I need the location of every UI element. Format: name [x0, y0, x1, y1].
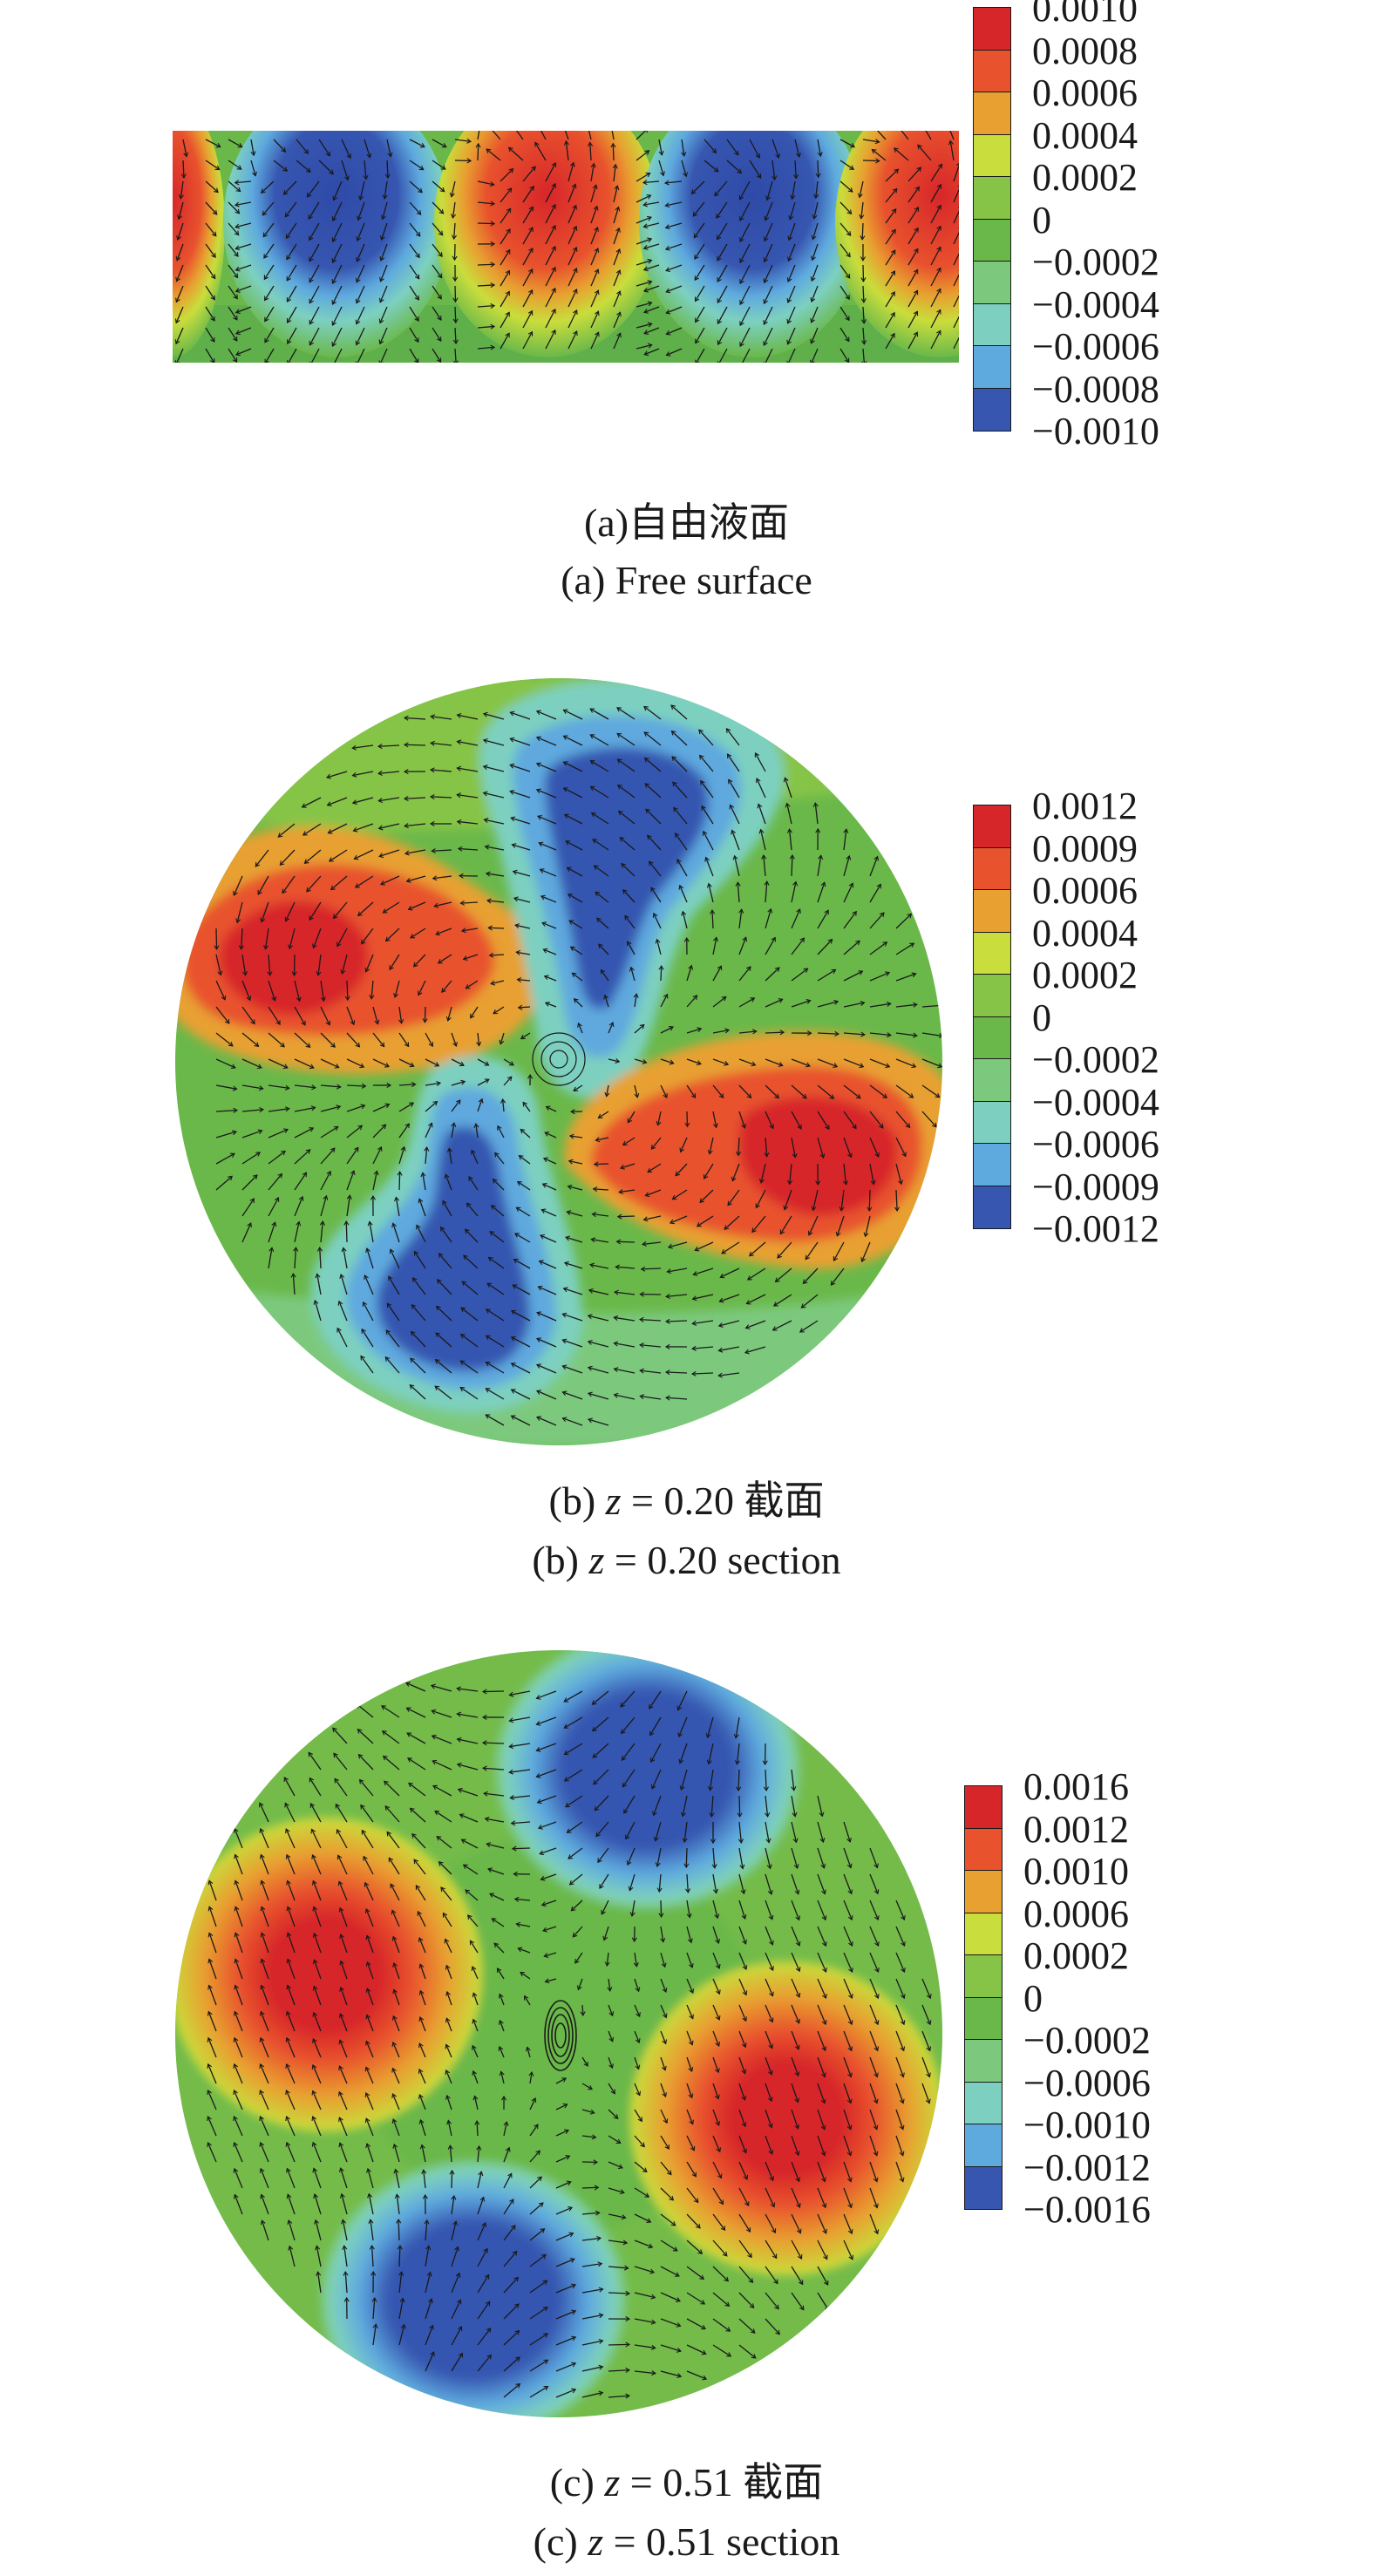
caption-c-en-prefix: (c)	[533, 2519, 588, 2564]
colorbar-swatch	[973, 302, 1011, 347]
colorbar-tick-label: 0.0006	[1032, 869, 1138, 912]
colorbar-tick-label: −0.0012	[1023, 2145, 1151, 2189]
colorbar-tick-label: −0.0004	[1032, 1080, 1159, 1124]
colorbar-swatch	[973, 261, 1011, 304]
colorbar-tick-label: 0.0006	[1023, 1892, 1129, 1935]
colorbar-swatch	[973, 931, 1011, 975]
contour-red-right	[835, 131, 959, 357]
colorbar-tick-label: −0.0004	[1032, 282, 1159, 326]
caption-c-cn-var: z	[604, 2460, 621, 2505]
colorbar-tick-label: −0.0010	[1023, 2104, 1151, 2146]
caption-b-en-suffix: = 0.20 section	[604, 1538, 841, 1582]
colorbar-tick-label: 0.0010	[1032, 0, 1138, 30]
caption-b-cn-prefix: (b)	[548, 1478, 606, 1523]
colorbar-swatch	[973, 176, 1011, 220]
colorbar-swatch	[973, 889, 1011, 933]
caption-a-cn: (a)自由液面	[583, 500, 790, 545]
colorbar-swatch	[973, 846, 1011, 891]
colorbar-tick-label: −0.0002	[1023, 2019, 1151, 2062]
colorbar-tick-label: −0.0016	[1023, 2188, 1151, 2231]
colorbar-swatch	[973, 92, 1011, 135]
colorbar-swatch	[964, 1827, 1003, 1872]
colorbar-tick-label: −0.0009	[1032, 1165, 1159, 1208]
colorbar-swatch	[973, 49, 1011, 93]
colorbar-tick-label: 0.0010	[1023, 1850, 1129, 1893]
velocity-vectors	[174, 131, 959, 363]
caption-a-en: (a) Free surface	[561, 558, 812, 602]
contour-blue-bottom	[321, 2160, 626, 2417]
colorbar-swatch	[973, 7, 1011, 51]
colorbar-swatch	[973, 805, 1011, 848]
contour-red-left	[175, 1818, 482, 2131]
colorbar-tick-label: −0.0002	[1032, 1038, 1159, 1081]
colorbar-tick-label: −0.0008	[1032, 367, 1159, 411]
colorbar-tick-label: −0.0010	[1032, 410, 1159, 452]
colorbar-swatch	[973, 133, 1011, 178]
colorbar-swatch	[973, 1143, 1011, 1186]
center-vortex	[532, 1032, 586, 1086]
colorbar-swatch	[964, 2165, 1003, 2210]
colorbar-swatch	[964, 1870, 1003, 1913]
colorbar-tick-label: 0	[1023, 1976, 1043, 2020]
caption-c-cn-prefix: (c)	[549, 2460, 605, 2505]
colorbar-swatch	[973, 1100, 1011, 1145]
contour-red-right	[630, 1961, 942, 2275]
caption-b-cn-suffix: = 0.20 截面	[621, 1478, 825, 1523]
caption-b-en-prefix: (b)	[532, 1538, 589, 1582]
caption-b-en-var: z	[588, 1538, 605, 1582]
colorbar-tick-label: −0.0006	[1023, 2061, 1151, 2104]
caption-b-cn: (b) z = 0.20 截面	[0, 1477, 1373, 1526]
colorbar-tick-label: 0	[1032, 996, 1051, 1039]
contour-blue-top	[495, 1650, 800, 1909]
colorbar-swatch	[973, 1058, 1011, 1102]
colorbar-tick-label: 0.0016	[1023, 1765, 1129, 1808]
free-surface-contour	[173, 131, 959, 363]
velocity-vectors	[207, 1682, 932, 2399]
colorbar-swatch	[964, 1996, 1003, 2041]
colorbar-swatch	[964, 2081, 1003, 2125]
colorbar-tick-label: 0.0004	[1032, 113, 1138, 157]
colorbar-tick-label: 0.0009	[1032, 826, 1138, 870]
colorbar-swatch	[973, 1016, 1011, 1060]
caption-b-cn-var: z	[605, 1478, 622, 1523]
colorbar-tick-label: 0.0012	[1032, 785, 1138, 827]
contour-red-middle	[434, 131, 661, 357]
colorbar-swatch	[964, 1912, 1003, 1956]
colorbar-swatch	[964, 2039, 1003, 2083]
caption-c-en: (c) z = 0.51 section	[0, 2518, 1373, 2566]
colorbar-tick-label: −0.0002	[1032, 241, 1159, 283]
colorbar-tick-label: 0.0006	[1032, 71, 1138, 114]
colorbar-tick-label: −0.0012	[1032, 1207, 1159, 1250]
colorbar-swatch	[973, 974, 1011, 1017]
velocity-vectors	[214, 704, 942, 1426]
section-z051-contour	[175, 1650, 942, 2417]
colorbar-swatch	[973, 218, 1011, 262]
colorbar-swatch	[964, 1954, 1003, 1998]
center-vortex	[544, 2000, 577, 2071]
caption-b-en: (b) z = 0.20 section	[0, 1536, 1373, 1585]
colorbar-swatch	[964, 1785, 1003, 1829]
contour-blue-left	[223, 131, 450, 357]
colorbar-tick-label: 0.0002	[1032, 156, 1138, 199]
section-z020-contour	[175, 678, 942, 1445]
colorbar-swatch	[973, 387, 1011, 432]
colorbar-tick-label: 0.0002	[1023, 1934, 1129, 1977]
colorbar-tick-label: −0.0006	[1032, 325, 1159, 368]
colorbar-tick-label: 0	[1032, 198, 1051, 241]
caption-c-cn-suffix: = 0.51 截面	[620, 2460, 824, 2505]
caption-c-en-suffix: = 0.51 section	[603, 2519, 840, 2564]
colorbar-tick-label: 0.0002	[1032, 954, 1138, 996]
caption-c-cn: (c) z = 0.51 截面	[0, 2458, 1373, 2507]
colorbar-tick-label: 0.0008	[1032, 29, 1138, 72]
colorbar-tick-label: 0.0012	[1023, 1807, 1129, 1851]
caption-c-en-var: z	[588, 2519, 604, 2564]
colorbar-tick-label: −0.0006	[1032, 1123, 1159, 1166]
colorbar-tick-label: 0.0004	[1032, 911, 1138, 955]
colorbar-swatch	[973, 1185, 1011, 1229]
colorbar-swatch	[964, 2124, 1003, 2167]
colorbar-swatch	[973, 345, 1011, 389]
